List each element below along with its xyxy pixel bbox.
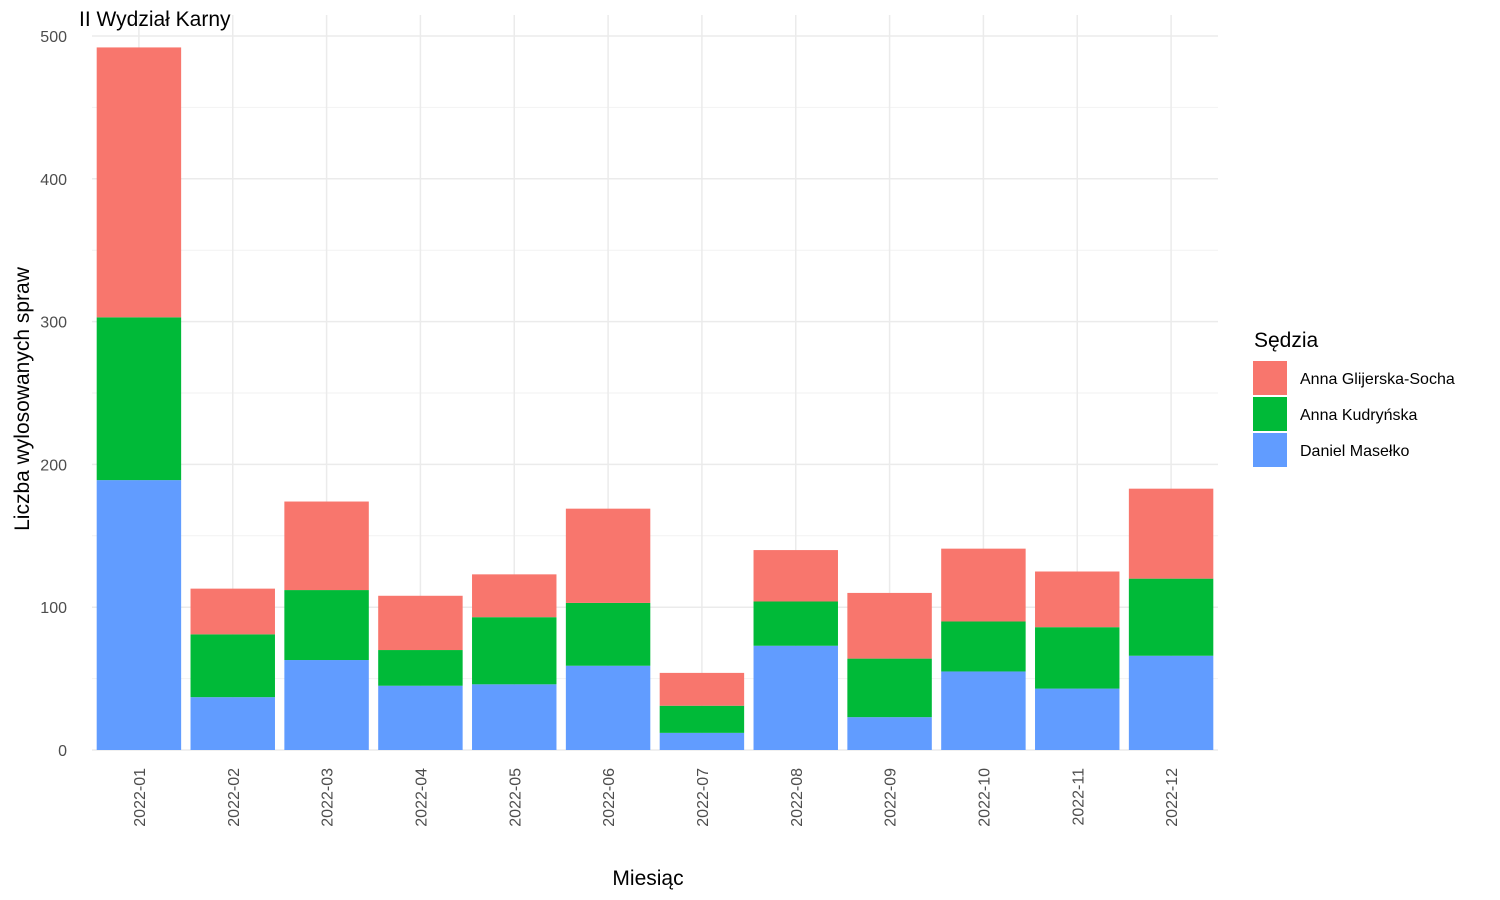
bar-segment (847, 659, 931, 718)
bar-segment (1129, 579, 1213, 656)
legend-label: Anna Kudryńska (1300, 407, 1418, 424)
bar-segment (660, 733, 744, 750)
bar-segment (847, 717, 931, 750)
x-tick-label: 2022-10 (976, 768, 993, 827)
bar-segment (1035, 572, 1119, 628)
x-tick-label: 2022-03 (320, 768, 337, 827)
legend: Sędzia Anna Glijerska-Socha Anna Kudryńsk… (1253, 329, 1455, 467)
bars (97, 47, 1214, 750)
bar-segment (566, 603, 650, 666)
x-tick-label: 2022-11 (1070, 768, 1087, 826)
x-tick-label: 2022-12 (1164, 768, 1181, 827)
x-tick-label: 2022-07 (695, 768, 712, 827)
bar-segment (1035, 627, 1119, 688)
bar-segment (754, 601, 838, 645)
y-tick-label: 0 (58, 743, 67, 760)
legend-key (1253, 433, 1287, 467)
x-tick-label: 2022-09 (883, 768, 900, 827)
y-tick-label: 100 (40, 600, 67, 617)
bar-segment (941, 621, 1025, 671)
bar-segment (847, 593, 931, 659)
x-tick-label: 2022-02 (226, 768, 243, 827)
bar-segment (191, 697, 275, 750)
bar-segment (191, 589, 275, 635)
x-tick-label: 2022-06 (601, 768, 618, 827)
bar-segment (566, 509, 650, 603)
bar-segment (941, 671, 1025, 750)
bar-segment (97, 480, 181, 750)
bar-segment (754, 646, 838, 750)
x-tick-label: 2022-01 (132, 768, 149, 827)
chart-title: II Wydział Karny (79, 8, 231, 31)
bar-segment (566, 666, 650, 750)
bar-segment (97, 317, 181, 480)
bar-segment (1035, 689, 1119, 750)
bar-segment (660, 673, 744, 706)
bar-segment (378, 686, 462, 750)
x-axis-title: Miesiąc (612, 867, 683, 890)
bar-segment (754, 550, 838, 601)
bar-segment (378, 596, 462, 650)
legend-title: Sędzia (1254, 329, 1319, 352)
y-tick-label: 500 (40, 29, 67, 46)
bar-segment (472, 617, 556, 684)
bar-segment (284, 590, 368, 660)
bar-segment (191, 634, 275, 697)
bar-segment (378, 650, 462, 686)
bar-segment (1129, 489, 1213, 579)
legend-label: Anna Glijerska-Socha (1300, 371, 1455, 388)
bar-segment (941, 549, 1025, 622)
legend-label: Daniel Masełko (1300, 443, 1409, 460)
y-axis-ticks: 0 100 200 300 400 500 (40, 29, 67, 760)
y-tick-label: 200 (40, 457, 67, 474)
bar-segment (1129, 656, 1213, 750)
x-tick-label: 2022-08 (789, 768, 806, 827)
x-tick-label: 2022-05 (507, 768, 524, 827)
bar-segment (284, 660, 368, 750)
legend-key (1253, 397, 1287, 431)
y-tick-label: 400 (40, 172, 67, 189)
bar-segment (97, 47, 181, 317)
x-axis-ticks: 2022-01 2022-02 2022-03 2022-04 2022-05 2022-… (132, 768, 1181, 827)
y-tick-label: 300 (40, 315, 67, 332)
bar-segment (284, 502, 368, 591)
bar-segment (472, 574, 556, 617)
bar-segment (472, 684, 556, 750)
y-axis-title: Liczba wylosowanych spraw (11, 266, 34, 531)
x-tick-label: 2022-04 (413, 768, 430, 827)
legend-key (1253, 361, 1287, 395)
bar-segment (660, 706, 744, 733)
